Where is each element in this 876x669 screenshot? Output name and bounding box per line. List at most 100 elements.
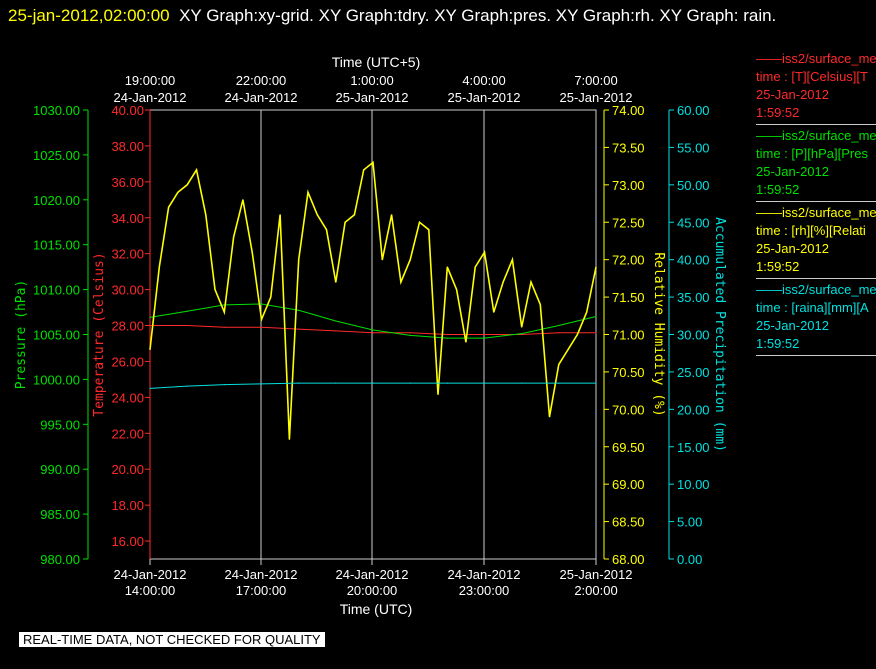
point-P <box>595 315 597 318</box>
point-T <box>446 333 448 336</box>
humidity-axis-title: Relative Humidity (%) <box>651 252 666 416</box>
point-rh <box>158 266 160 268</box>
point-raina <box>186 385 188 387</box>
rain-tick-label: 10.00 <box>677 477 710 492</box>
point-T <box>298 328 300 330</box>
humidity-tick-label: 73.50 <box>612 140 645 155</box>
point-P <box>260 303 263 305</box>
pressure-tick-label: 1005.00 <box>33 328 80 343</box>
humidity-tick-label: 68.00 <box>612 552 645 567</box>
top-tick-label: 4:00:00 <box>462 73 505 88</box>
humidity-tick-label: 70.00 <box>612 402 645 417</box>
point-rh <box>363 169 365 171</box>
point-raina <box>446 382 448 384</box>
point-T <box>483 333 486 336</box>
point-rh <box>251 251 253 253</box>
rain-tick-label: 55.00 <box>677 140 710 155</box>
temperature-tick-label: 26.00 <box>111 354 144 369</box>
point-T <box>558 332 560 334</box>
legend-date: 25-Jan-2012 <box>756 87 829 102</box>
point-rh <box>344 221 346 223</box>
point-rh <box>288 438 290 440</box>
point-P <box>335 320 337 322</box>
axes <box>83 109 674 565</box>
point-rh <box>548 416 551 418</box>
pressure-tick-label: 1000.00 <box>33 372 80 387</box>
point-rh <box>214 289 216 291</box>
x-tick-label: 24-Jan-2012 <box>336 567 409 582</box>
point-rh <box>260 318 263 321</box>
point-rh <box>521 326 523 328</box>
point-P <box>446 337 448 339</box>
pressure-tick-label: 1025.00 <box>33 148 80 163</box>
point-rh <box>530 281 532 283</box>
point-raina <box>595 382 597 384</box>
series-line-rh <box>149 160 597 440</box>
point-rh <box>381 259 383 261</box>
pressure-tick-label: 1010.00 <box>33 283 80 298</box>
rain-axis-title: Accumulated Precipitation (mm) <box>712 217 727 452</box>
humidity-tick-label: 70.50 <box>612 365 645 380</box>
x-tick-label: 2:00:00 <box>574 583 617 598</box>
legend-entry: ——iss2/surface_me time : [P][hPa][Pres 25-… <box>756 127 876 202</box>
temperature-axis-title: Temperature (Celsius) <box>92 252 107 416</box>
point-rh <box>279 214 281 216</box>
temperature-tick-label: 20.00 <box>111 462 144 477</box>
point-T <box>186 324 188 327</box>
series-layer <box>149 160 597 440</box>
top-tick-label: 24-Jan-2012 <box>225 90 298 105</box>
graph-title: 25-jan-2012,02:00:00 XY Graph:xy-grid. X… <box>8 1 858 31</box>
point-rh <box>595 266 597 268</box>
legend-line1: time : [raina][mm][A <box>756 300 869 315</box>
point-rh <box>205 214 207 216</box>
legend-name: ——iss2/surface_me <box>756 51 876 66</box>
point-rh <box>298 259 300 261</box>
x-tick-label: 24-Jan-2012 <box>225 567 298 582</box>
point-rh <box>270 296 272 298</box>
x-tick-label: 24-Jan-2012 <box>448 567 521 582</box>
humidity-tick-label: 72.50 <box>612 215 645 230</box>
x-tick-label: 14:00:00 <box>125 583 176 598</box>
legend-line1: time : [rh][%][Relati <box>756 223 866 238</box>
point-rh <box>446 266 448 268</box>
temperature-tick-label: 34.00 <box>111 211 144 226</box>
humidity-tick-label: 68.50 <box>612 515 645 530</box>
legend-line1: time : [T][Celsius][T <box>756 69 868 84</box>
point-rh <box>493 311 495 313</box>
title-timestamp: 25-jan-2012,02:00:00 <box>8 6 170 25</box>
humidity-tick-label: 69.50 <box>612 440 645 455</box>
rain-tick-label: 50.00 <box>677 178 710 193</box>
legend-line1: time : [P][hPa][Pres <box>756 146 868 161</box>
point-raina <box>372 382 374 384</box>
top-tick-label: 7:00:00 <box>574 73 617 88</box>
legend-entry: ——iss2/surface_me time : [rh][%][Relati 25… <box>756 204 876 279</box>
temperature-tick-label: 30.00 <box>111 283 144 298</box>
x-tick-label: 23:00:00 <box>459 583 510 598</box>
pressure-tick-label: 990.00 <box>40 462 80 477</box>
legend-entry: ——iss2/surface_me time : [raina][mm][A 25-… <box>756 281 876 356</box>
point-P <box>186 310 188 312</box>
rain-tick-label: 25.00 <box>677 365 710 380</box>
legend-time: 1:59:52 <box>756 105 800 120</box>
point-raina <box>149 387 151 389</box>
x-tick-label: 17:00:00 <box>236 583 287 598</box>
legend-time: 1:59:52 <box>756 336 800 351</box>
pressure-tick-label: 1020.00 <box>33 193 80 208</box>
point-rh <box>465 341 467 343</box>
point-T <box>223 326 225 328</box>
point-rh <box>456 289 458 291</box>
point-raina <box>558 382 560 384</box>
point-rh <box>539 304 541 306</box>
point-rh <box>428 229 430 231</box>
point-P <box>298 309 300 311</box>
pressure-tick-label: 995.00 <box>40 417 80 432</box>
title-graphs: XY Graph:xy-grid. XY Graph:tdry. XY Grap… <box>179 6 777 25</box>
x-tick-label: 25-Jan-2012 <box>560 567 633 582</box>
point-rh <box>558 363 560 365</box>
point-P <box>372 329 374 331</box>
temperature-tick-label: 28.00 <box>111 319 144 334</box>
point-raina <box>483 382 486 384</box>
point-rh <box>418 221 421 223</box>
